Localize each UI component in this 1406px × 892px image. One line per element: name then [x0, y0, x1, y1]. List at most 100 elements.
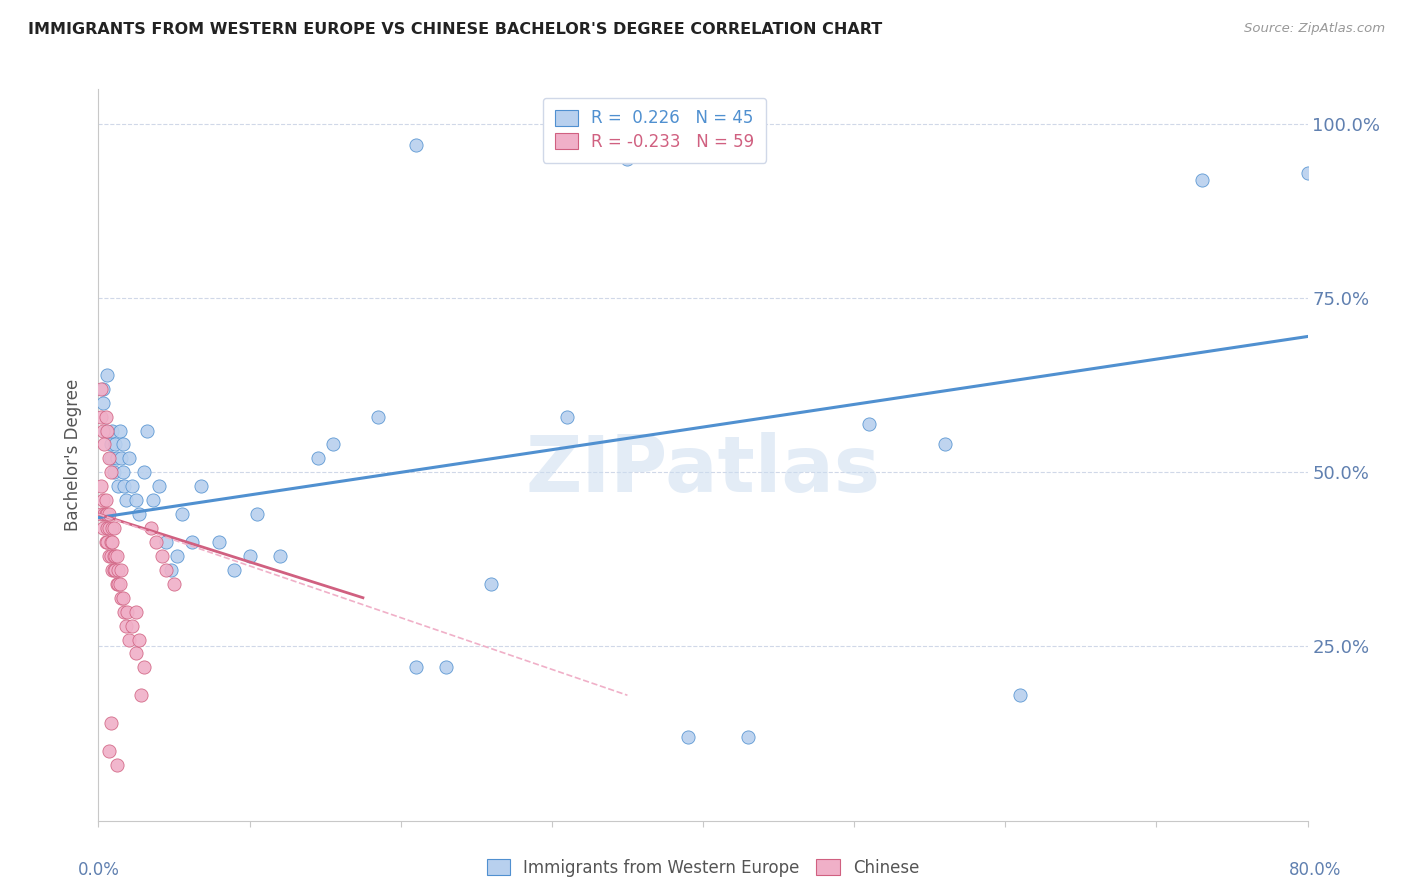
Point: [104, 549, 127, 563]
Point: [107, 576, 129, 591]
Point: [104, 563, 127, 577]
Point: [105, 549, 128, 563]
Point: [94, 409, 117, 424]
Point: [405, 660, 427, 674]
Point: [93, 507, 115, 521]
Text: Source: ZipAtlas.com: Source: ZipAtlas.com: [1244, 22, 1385, 36]
Point: [132, 466, 155, 480]
Point: [105, 576, 128, 591]
Point: [125, 493, 148, 508]
Text: 80.0%: 80.0%: [1288, 861, 1341, 879]
Point: [129, 688, 152, 702]
Point: [555, 409, 578, 424]
Point: [103, 521, 125, 535]
Point: [104, 437, 127, 451]
Point: [111, 591, 134, 605]
Point: [101, 521, 124, 535]
Point: [737, 730, 759, 744]
Point: [125, 647, 148, 661]
Point: [142, 493, 165, 508]
Point: [111, 437, 134, 451]
Point: [148, 479, 170, 493]
Point: [118, 632, 141, 647]
Point: [141, 521, 163, 535]
Point: [105, 451, 128, 466]
Point: [96, 535, 118, 549]
Point: [481, 576, 503, 591]
Point: [125, 605, 148, 619]
Point: [208, 535, 231, 549]
Point: [107, 563, 129, 577]
Point: [121, 479, 143, 493]
Point: [103, 466, 125, 480]
Point: [100, 451, 122, 466]
Point: [94, 507, 117, 521]
Point: [98, 549, 121, 563]
Text: ZIPatlas: ZIPatlas: [526, 432, 880, 508]
Point: [128, 632, 150, 647]
Point: [723, 145, 745, 159]
Point: [269, 549, 291, 563]
Point: [112, 479, 135, 493]
Point: [160, 563, 183, 577]
Point: [1191, 173, 1213, 187]
Point: [91, 424, 114, 438]
Point: [90, 479, 112, 493]
Point: [98, 744, 121, 758]
Point: [101, 424, 124, 438]
Point: [93, 437, 115, 451]
Point: [135, 424, 157, 438]
Point: [307, 451, 329, 466]
Point: [96, 368, 118, 382]
Point: [132, 660, 155, 674]
Point: [105, 758, 128, 772]
Point: [96, 507, 118, 521]
Point: [100, 466, 122, 480]
Point: [98, 507, 121, 521]
Point: [121, 618, 143, 632]
Point: [100, 716, 122, 731]
Point: [110, 591, 132, 605]
Point: [112, 605, 135, 619]
Point: [91, 395, 114, 409]
Point: [246, 507, 269, 521]
Point: [91, 521, 114, 535]
Point: [676, 730, 699, 744]
Point: [163, 576, 186, 591]
Point: [103, 549, 125, 563]
Point: [108, 424, 131, 438]
Point: [98, 521, 121, 535]
Point: [934, 437, 956, 451]
Point: [858, 417, 880, 431]
Point: [155, 535, 177, 549]
Point: [1010, 688, 1032, 702]
Point: [100, 437, 122, 451]
Point: [170, 507, 193, 521]
Point: [100, 549, 122, 563]
Point: [96, 521, 118, 535]
Point: [98, 451, 121, 466]
Point: [110, 563, 132, 577]
Point: [96, 424, 118, 438]
Point: [94, 535, 117, 549]
Point: [108, 576, 131, 591]
Point: [190, 479, 212, 493]
Point: [114, 618, 136, 632]
Point: [114, 493, 136, 508]
Point: [405, 137, 427, 152]
Point: [118, 451, 141, 466]
Point: [224, 563, 246, 577]
Point: [90, 409, 112, 424]
Text: 0.0%: 0.0%: [77, 861, 120, 879]
Point: [94, 424, 117, 438]
Point: [322, 437, 344, 451]
Point: [94, 493, 117, 508]
Y-axis label: Bachelor's Degree: Bachelor's Degree: [65, 379, 83, 531]
Point: [103, 563, 125, 577]
Point: [110, 451, 132, 466]
Point: [90, 507, 112, 521]
Point: [107, 479, 129, 493]
Point: [115, 605, 138, 619]
Point: [91, 493, 114, 508]
Point: [367, 409, 389, 424]
